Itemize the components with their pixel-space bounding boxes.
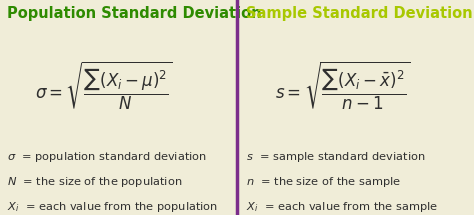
Text: $N$  = the size of the population: $N$ = the size of the population — [7, 175, 182, 189]
Text: $s$  = sample standard deviation: $s$ = sample standard deviation — [246, 150, 426, 164]
Text: $X_i$  = each value from the population: $X_i$ = each value from the population — [7, 200, 218, 214]
Text: $s = \sqrt{\dfrac{\sum(X_i - \bar{x})^2}{n - 1}}$: $s = \sqrt{\dfrac{\sum(X_i - \bar{x})^2}… — [274, 60, 410, 112]
Text: $X_i$  = each value from the sample: $X_i$ = each value from the sample — [246, 200, 439, 214]
Text: $\sigma = \sqrt{\dfrac{\sum(X_i - \mu)^2}{N}}$: $\sigma = \sqrt{\dfrac{\sum(X_i - \mu)^2… — [35, 60, 173, 112]
Text: Sample Standard Deviation: Sample Standard Deviation — [246, 6, 473, 22]
Text: $\sigma$  = population standard deviation: $\sigma$ = population standard deviation — [7, 150, 207, 164]
Text: $n$  = the size of the sample: $n$ = the size of the sample — [246, 175, 401, 189]
Text: Population Standard Deviation: Population Standard Deviation — [7, 6, 262, 22]
